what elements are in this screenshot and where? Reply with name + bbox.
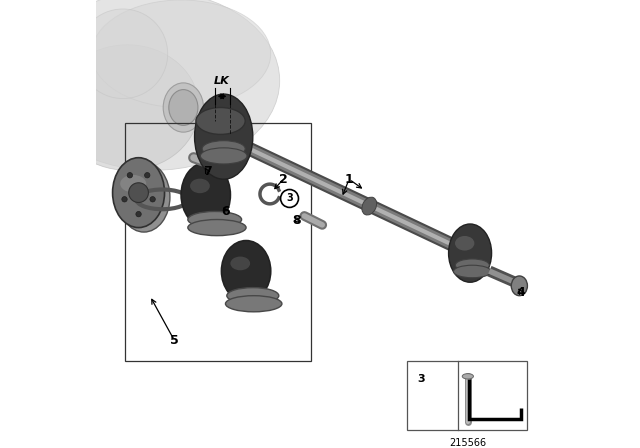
Text: 6: 6 xyxy=(221,205,230,218)
Ellipse shape xyxy=(195,94,253,179)
Ellipse shape xyxy=(200,148,247,164)
Text: 7: 7 xyxy=(203,165,211,178)
Circle shape xyxy=(280,190,298,207)
Ellipse shape xyxy=(29,0,280,170)
Text: 3: 3 xyxy=(417,374,425,383)
Circle shape xyxy=(129,183,148,202)
Circle shape xyxy=(150,197,156,202)
Text: 3: 3 xyxy=(286,194,293,203)
Ellipse shape xyxy=(181,163,230,227)
Ellipse shape xyxy=(169,90,198,125)
Ellipse shape xyxy=(163,83,204,132)
Ellipse shape xyxy=(454,265,491,278)
Bar xyxy=(125,123,311,361)
Ellipse shape xyxy=(188,220,246,236)
Circle shape xyxy=(145,172,150,178)
Ellipse shape xyxy=(511,276,527,296)
Ellipse shape xyxy=(230,257,250,270)
Ellipse shape xyxy=(227,288,279,304)
Circle shape xyxy=(122,197,127,202)
Ellipse shape xyxy=(225,296,282,312)
Ellipse shape xyxy=(92,0,271,108)
Ellipse shape xyxy=(56,45,199,170)
Ellipse shape xyxy=(462,374,474,379)
Text: 2: 2 xyxy=(279,172,287,186)
Circle shape xyxy=(136,211,141,217)
Ellipse shape xyxy=(455,259,490,271)
Text: 215566: 215566 xyxy=(449,438,486,448)
Ellipse shape xyxy=(190,179,210,193)
Ellipse shape xyxy=(196,108,245,134)
Ellipse shape xyxy=(202,141,245,157)
Ellipse shape xyxy=(362,197,376,215)
Text: 8: 8 xyxy=(292,214,301,227)
Ellipse shape xyxy=(204,112,227,134)
Ellipse shape xyxy=(188,211,241,228)
Circle shape xyxy=(127,172,132,178)
Ellipse shape xyxy=(449,224,492,282)
Ellipse shape xyxy=(78,9,168,99)
Text: 4: 4 xyxy=(516,285,525,299)
Ellipse shape xyxy=(120,175,146,193)
Text: 1: 1 xyxy=(345,172,353,186)
Ellipse shape xyxy=(455,236,474,250)
Ellipse shape xyxy=(113,158,164,228)
Text: LK: LK xyxy=(214,77,230,86)
Ellipse shape xyxy=(118,162,170,232)
Ellipse shape xyxy=(221,241,271,302)
Text: 5: 5 xyxy=(170,334,179,347)
Bar xyxy=(407,361,527,430)
